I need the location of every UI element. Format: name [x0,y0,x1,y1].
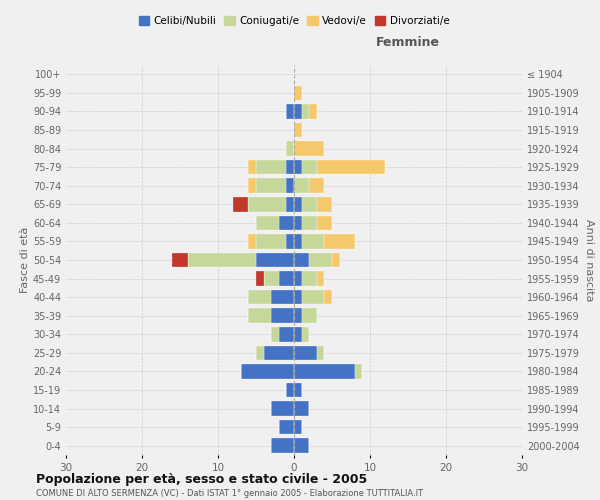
Bar [294,327,302,342]
Bar [309,104,317,118]
Bar [256,272,263,286]
Bar [294,160,302,174]
Bar [302,216,317,230]
Bar [302,104,309,118]
Bar [294,402,309,416]
Bar [294,290,302,304]
Bar [325,290,332,304]
Bar [279,272,294,286]
Bar [286,197,294,212]
Bar [302,290,325,304]
Bar [302,160,317,174]
Bar [248,290,271,304]
Bar [188,253,256,267]
Bar [256,234,286,248]
Bar [248,308,271,323]
Bar [256,216,279,230]
Text: COMUNE DI ALTO SERMENZA (VC) - Dati ISTAT 1° gennaio 2005 - Elaborazione TUTTITA: COMUNE DI ALTO SERMENZA (VC) - Dati ISTA… [36,489,423,498]
Bar [271,327,279,342]
Bar [263,346,294,360]
Bar [256,253,294,267]
Bar [309,253,332,267]
Bar [294,253,309,267]
Bar [317,346,325,360]
Bar [302,308,317,323]
Y-axis label: Anni di nascita: Anni di nascita [584,219,593,301]
Bar [271,438,294,453]
Bar [279,420,294,434]
Bar [286,104,294,118]
Text: Femmine: Femmine [376,36,440,50]
Bar [256,178,286,193]
Bar [248,178,256,193]
Bar [294,123,302,137]
Bar [286,160,294,174]
Bar [294,178,309,193]
Bar [302,272,317,286]
Bar [294,86,302,100]
Legend: Celibi/Nubili, Coniugati/e, Vedovi/e, Divorziati/e: Celibi/Nubili, Coniugati/e, Vedovi/e, Di… [134,12,454,30]
Bar [294,346,317,360]
Bar [248,160,256,174]
Bar [294,438,309,453]
Bar [317,216,332,230]
Bar [302,234,325,248]
Bar [263,272,279,286]
Bar [325,234,355,248]
Bar [302,327,309,342]
Bar [271,402,294,416]
Bar [271,290,294,304]
Bar [286,383,294,397]
Bar [294,216,302,230]
Bar [332,253,340,267]
Bar [317,197,332,212]
Bar [241,364,294,378]
Bar [256,160,286,174]
Bar [279,216,294,230]
Bar [271,308,294,323]
Bar [294,383,302,397]
Bar [286,178,294,193]
Bar [294,197,302,212]
Bar [172,253,188,267]
Y-axis label: Fasce di età: Fasce di età [20,227,30,293]
Bar [294,364,355,378]
Bar [294,272,302,286]
Bar [294,234,302,248]
Bar [294,308,302,323]
Bar [233,197,248,212]
Bar [286,234,294,248]
Bar [294,142,325,156]
Bar [317,272,325,286]
Text: Popolazione per età, sesso e stato civile - 2005: Popolazione per età, sesso e stato civil… [36,472,367,486]
Bar [256,346,263,360]
Bar [355,364,362,378]
Bar [294,104,302,118]
Bar [294,420,302,434]
Bar [248,234,256,248]
Bar [248,197,286,212]
Bar [309,178,325,193]
Bar [286,142,294,156]
Bar [317,160,385,174]
Bar [279,327,294,342]
Bar [302,197,317,212]
